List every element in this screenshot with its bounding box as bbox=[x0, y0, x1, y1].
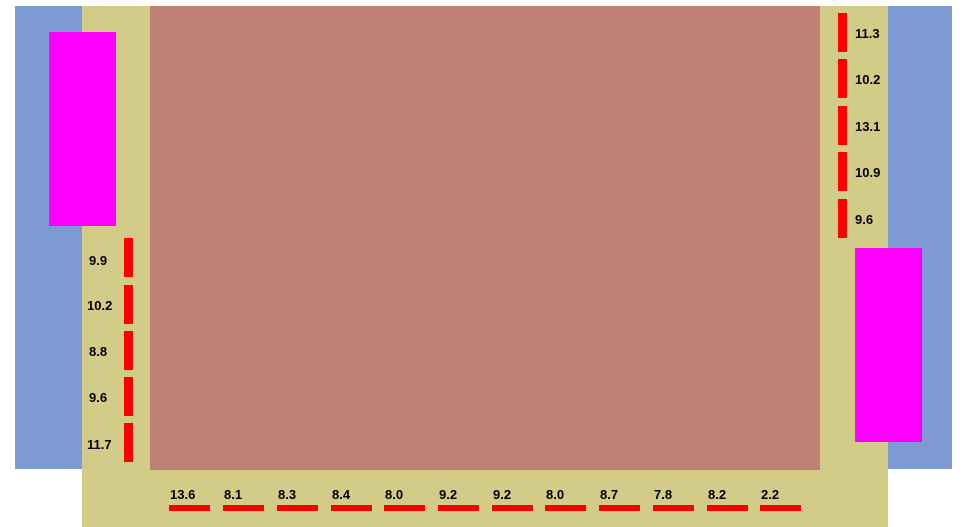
bottom-marker-bar bbox=[492, 505, 533, 511]
left-marker-label: 9.9 bbox=[89, 253, 108, 268]
bottom-marker-bar bbox=[331, 505, 372, 511]
bottom-marker-label: 8.1 bbox=[224, 487, 243, 502]
right-marker-label: 10.2 bbox=[855, 72, 881, 87]
left-marker-label: 11.7 bbox=[87, 437, 112, 452]
bottom-marker-label: 8.0 bbox=[385, 487, 404, 502]
bottom-marker-label: 8.3 bbox=[278, 487, 297, 502]
left-marker-bar bbox=[124, 423, 133, 462]
right-marker-label: 10.9 bbox=[855, 165, 881, 180]
bottom-marker-label: 8.4 bbox=[332, 487, 351, 502]
bottom-marker-bar bbox=[277, 505, 318, 511]
center-block bbox=[150, 6, 820, 470]
left-marker-bar bbox=[124, 331, 133, 370]
bottom-marker-bar bbox=[760, 505, 801, 511]
right-marker-bar bbox=[838, 152, 847, 191]
right-marker-bar bbox=[838, 106, 847, 145]
bottom-marker-bar bbox=[653, 505, 694, 511]
right-magenta-block bbox=[855, 248, 922, 442]
right-marker-bar bbox=[838, 59, 847, 98]
bottom-marker-label: 8.7 bbox=[600, 487, 619, 502]
bottom-marker-label: 8.0 bbox=[546, 487, 565, 502]
bottom-marker-label: 13.6 bbox=[170, 487, 196, 502]
left-marker-label: 9.6 bbox=[89, 390, 108, 405]
right-marker-label: 11.3 bbox=[855, 26, 880, 41]
left-marker-bar bbox=[124, 238, 133, 277]
bottom-marker-label: 9.2 bbox=[439, 487, 458, 502]
right-marker-bar bbox=[838, 13, 847, 52]
bottom-marker-bar bbox=[545, 505, 586, 511]
right-marker-bar bbox=[838, 199, 847, 238]
left-marker-bar bbox=[124, 377, 133, 416]
right-marker-label: 13.1 bbox=[855, 119, 881, 134]
bottom-marker-bar bbox=[223, 505, 264, 511]
bottom-marker-label: 8.2 bbox=[708, 487, 727, 502]
bottom-marker-bar bbox=[384, 505, 425, 511]
bottom-marker-bar bbox=[438, 505, 479, 511]
bottom-marker-bar bbox=[707, 505, 748, 511]
bottom-marker-label: 9.2 bbox=[493, 487, 512, 502]
left-magenta-block bbox=[49, 32, 116, 226]
right-marker-label: 9.6 bbox=[855, 212, 874, 227]
left-marker-bar bbox=[124, 285, 133, 324]
bottom-marker-label: 2.2 bbox=[761, 487, 780, 502]
bottom-marker-label: 7.8 bbox=[654, 487, 673, 502]
left-marker-label: 10.2 bbox=[87, 298, 113, 313]
bottom-marker-bar bbox=[169, 505, 210, 511]
left-marker-label: 8.8 bbox=[89, 344, 108, 359]
bottom-marker-bar bbox=[599, 505, 640, 511]
